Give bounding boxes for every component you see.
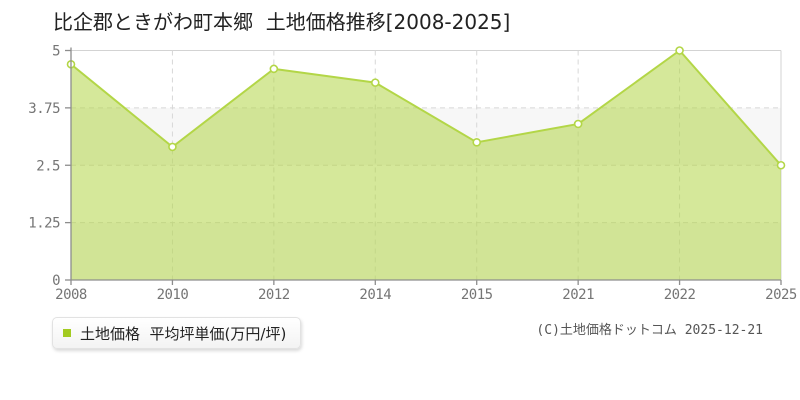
series-area-fill — [71, 50, 781, 280]
legend-series-marker — [63, 329, 71, 337]
legend: 土地価格 平均坪単価(万円/坪) — [52, 317, 302, 349]
series-line — [70, 49, 782, 167]
data-point-2021 — [573, 119, 583, 129]
data-point-2015 — [472, 138, 482, 147]
legend-series-label: 土地価格 平均坪単価(万円/坪) — [80, 324, 287, 343]
x-tick-label-2010: 2010 — [157, 287, 189, 303]
x-tick-label-2022: 2022 — [664, 287, 696, 303]
y-tick-label-1.25: 1.25 — [28, 216, 60, 232]
data-point-2010 — [168, 142, 177, 152]
data-point-2025 — [776, 160, 786, 170]
x-tick-label-2012: 2012 — [258, 287, 290, 303]
data-point-2014 — [370, 78, 380, 87]
x-tick-label-2015: 2015 — [461, 287, 493, 303]
y-tick-label-2.5: 2.5 — [36, 158, 60, 174]
x-tick-label-2025: 2025 — [765, 287, 797, 303]
x-tick-label-2014: 2014 — [359, 287, 391, 303]
x-tick-label-2021: 2021 — [562, 287, 594, 303]
chart-title: 比企郡ときがわ町本郷 土地価格推移[2008-2025] — [53, 10, 511, 34]
y-tick-label-3.75: 3.75 — [28, 101, 60, 117]
copyright-text: (C)土地価格ドットコム 2025-12-21 — [536, 323, 763, 338]
data-point-2022 — [675, 46, 684, 55]
y-tick-label-0: 0 — [52, 273, 60, 289]
y-tick-label-5: 5 — [52, 44, 60, 60]
x-tick-label-2008: 2008 — [55, 287, 87, 303]
data-point-2012 — [269, 64, 279, 74]
